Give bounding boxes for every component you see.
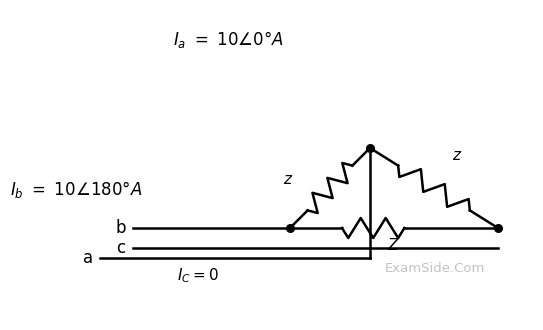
Text: z: z	[452, 148, 460, 162]
Text: a: a	[83, 249, 93, 267]
Text: b: b	[116, 219, 127, 237]
Text: $I_C=0$: $I_C=0$	[177, 267, 219, 285]
Text: z: z	[283, 173, 291, 187]
Text: ExamSide.Com: ExamSide.Com	[385, 261, 485, 275]
Text: $I_a\ =\ 10\angle 0°A$: $I_a\ =\ 10\angle 0°A$	[173, 29, 283, 50]
Text: Z: Z	[388, 238, 398, 252]
Text: c: c	[116, 239, 125, 257]
Text: $I_b\ =\ 10\angle 180°A$: $I_b\ =\ 10\angle 180°A$	[10, 180, 142, 201]
